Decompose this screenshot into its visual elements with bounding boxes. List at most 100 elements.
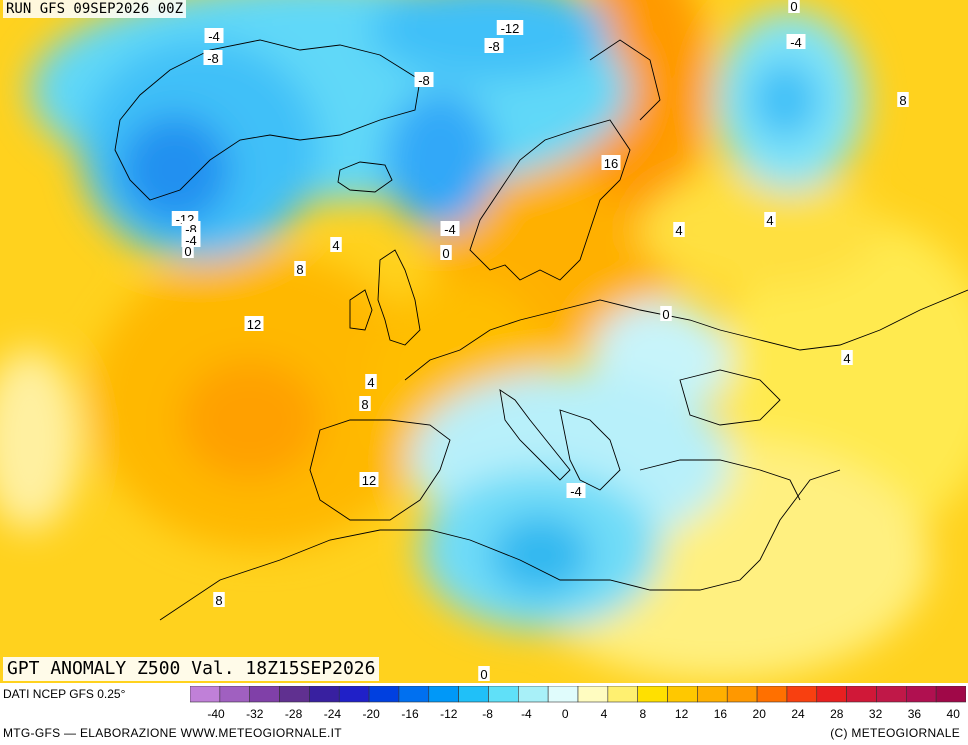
contour-label-text: 16: [604, 156, 618, 171]
color-swatch: [309, 686, 340, 703]
color-swatch: [547, 686, 579, 703]
contour-label: 0: [788, 0, 800, 14]
color-swatch: [876, 686, 907, 703]
scale-tick-label: 0: [562, 707, 569, 721]
contour-label-text: 0: [480, 667, 487, 682]
scale-tick-label: -12: [440, 707, 458, 721]
color-swatch: [279, 686, 310, 703]
color-swatch: [398, 686, 430, 703]
contour-label-text: 8: [296, 262, 303, 277]
contour-label: 8: [897, 92, 909, 108]
contour-label-text: 8: [215, 593, 222, 608]
scale-tick-label: 36: [908, 707, 922, 721]
color-swatch: [368, 686, 400, 703]
contour-label-text: -8: [185, 222, 197, 237]
scale-tick-label: 20: [753, 707, 767, 721]
color-swatch: [190, 686, 221, 703]
contour-label-text: -4: [444, 222, 456, 237]
contour-label: 0: [440, 245, 452, 261]
color-swatch: [726, 686, 758, 703]
scale-tick-label: -32: [246, 707, 264, 721]
contour-label-text: -4: [208, 29, 220, 44]
contour-label: -4: [440, 221, 460, 237]
contour-label-text: -8: [418, 73, 430, 88]
scale-tick-label: -28: [285, 707, 303, 721]
color-swatch: [816, 686, 847, 703]
contour-label-text: -8: [207, 51, 219, 66]
contour-label: -12: [496, 20, 524, 36]
contour-label-text: 8: [899, 93, 906, 108]
color-swatch: [756, 686, 788, 703]
color-swatch: [786, 686, 818, 703]
contour-label: 0: [182, 243, 194, 259]
contour-label: -8: [484, 38, 504, 54]
chart-title: GPT ANOMALY Z500 Val. 18Z15SEP2026: [3, 657, 380, 681]
coastlines: [114, 39, 968, 621]
scale-tick-label: -40: [207, 707, 225, 721]
contour-label: -4: [204, 28, 224, 44]
scale-tick-label: 8: [639, 707, 646, 721]
contour-label: 4: [365, 374, 377, 390]
color-swatch: [249, 686, 280, 703]
contour-label: -4: [566, 483, 586, 499]
color-swatch: [488, 686, 519, 703]
contour-label: 4: [764, 212, 776, 228]
contour-label: 8: [213, 592, 225, 608]
contour-label-text: -12: [501, 21, 520, 36]
color-swatch: [577, 686, 609, 703]
scale-tick-label: -8: [482, 707, 493, 721]
color-swatch: [906, 686, 937, 703]
color-swatch: [667, 686, 698, 703]
contour-label: 8: [359, 396, 371, 412]
contour-label-text: 0: [442, 246, 449, 261]
run-label: RUN GFS 09SEP2026 00Z: [3, 0, 187, 18]
contour-label-text: 0: [790, 0, 797, 14]
contour-label: -8: [414, 72, 434, 88]
scale-tick-label: 24: [791, 707, 805, 721]
scale-tick-label: 28: [830, 707, 844, 721]
contour-label-text: 12: [247, 317, 261, 332]
scale-tick-label: -20: [363, 707, 381, 721]
contour-label: 0: [660, 306, 672, 322]
scale-tick-label: -24: [324, 707, 342, 721]
scale-tick-label: 12: [675, 707, 689, 721]
contour-label-text: 4: [766, 213, 773, 228]
contour-label-text: 4: [843, 351, 850, 366]
scale-tick-label: 16: [714, 707, 728, 721]
contour-label: 0: [478, 666, 490, 682]
footer-copyright: (C) METEOGIORNALE: [830, 726, 960, 740]
legend-area: DATI NCEP GFS 0.25° -40 -32 -28 -24 -20 -16 -1…: [0, 683, 968, 745]
contour-label-text: 0: [662, 307, 669, 322]
color-swatch: [458, 686, 489, 703]
color-scale: -40 -32 -28 -24 -20 -16 -12 -8 -4 0 4 8 12 16 20 24 28 32…: [190, 686, 966, 721]
contour-label: 4: [330, 237, 342, 253]
color-swatch: [219, 686, 250, 703]
color-swatch: [607, 686, 638, 703]
data-source-label: DATI NCEP GFS 0.25°: [3, 687, 126, 701]
scale-tick-label: 32: [869, 707, 883, 721]
contour-label-text: 12: [362, 473, 376, 488]
contour-label: -4: [786, 34, 806, 50]
scale-tick-label: -4: [521, 707, 532, 721]
contour-label-text: -4: [790, 35, 802, 50]
contour-label: 8: [294, 261, 306, 277]
contour-label-text: 4: [675, 223, 682, 238]
contour-label-text: -4: [570, 484, 582, 499]
color-swatch: [935, 686, 966, 703]
contour-label: -8: [203, 50, 223, 66]
contour-label-text: -8: [488, 39, 500, 54]
contour-label: 4: [841, 350, 853, 366]
color-swatch: [428, 686, 459, 703]
contour-label-text: 4: [367, 375, 374, 390]
footer-credit: MTG-GFS — ELABORAZIONE WWW.METEOGIORNALE…: [3, 726, 342, 740]
contour-label: 16: [601, 155, 621, 171]
color-swatch: [697, 686, 728, 703]
contour-label-text: -4: [185, 233, 197, 248]
contour-label: 4: [673, 222, 685, 238]
anomaly-field: [0, 0, 968, 680]
scale-tick-label: 4: [601, 707, 608, 721]
contour-label: 12: [359, 472, 379, 488]
